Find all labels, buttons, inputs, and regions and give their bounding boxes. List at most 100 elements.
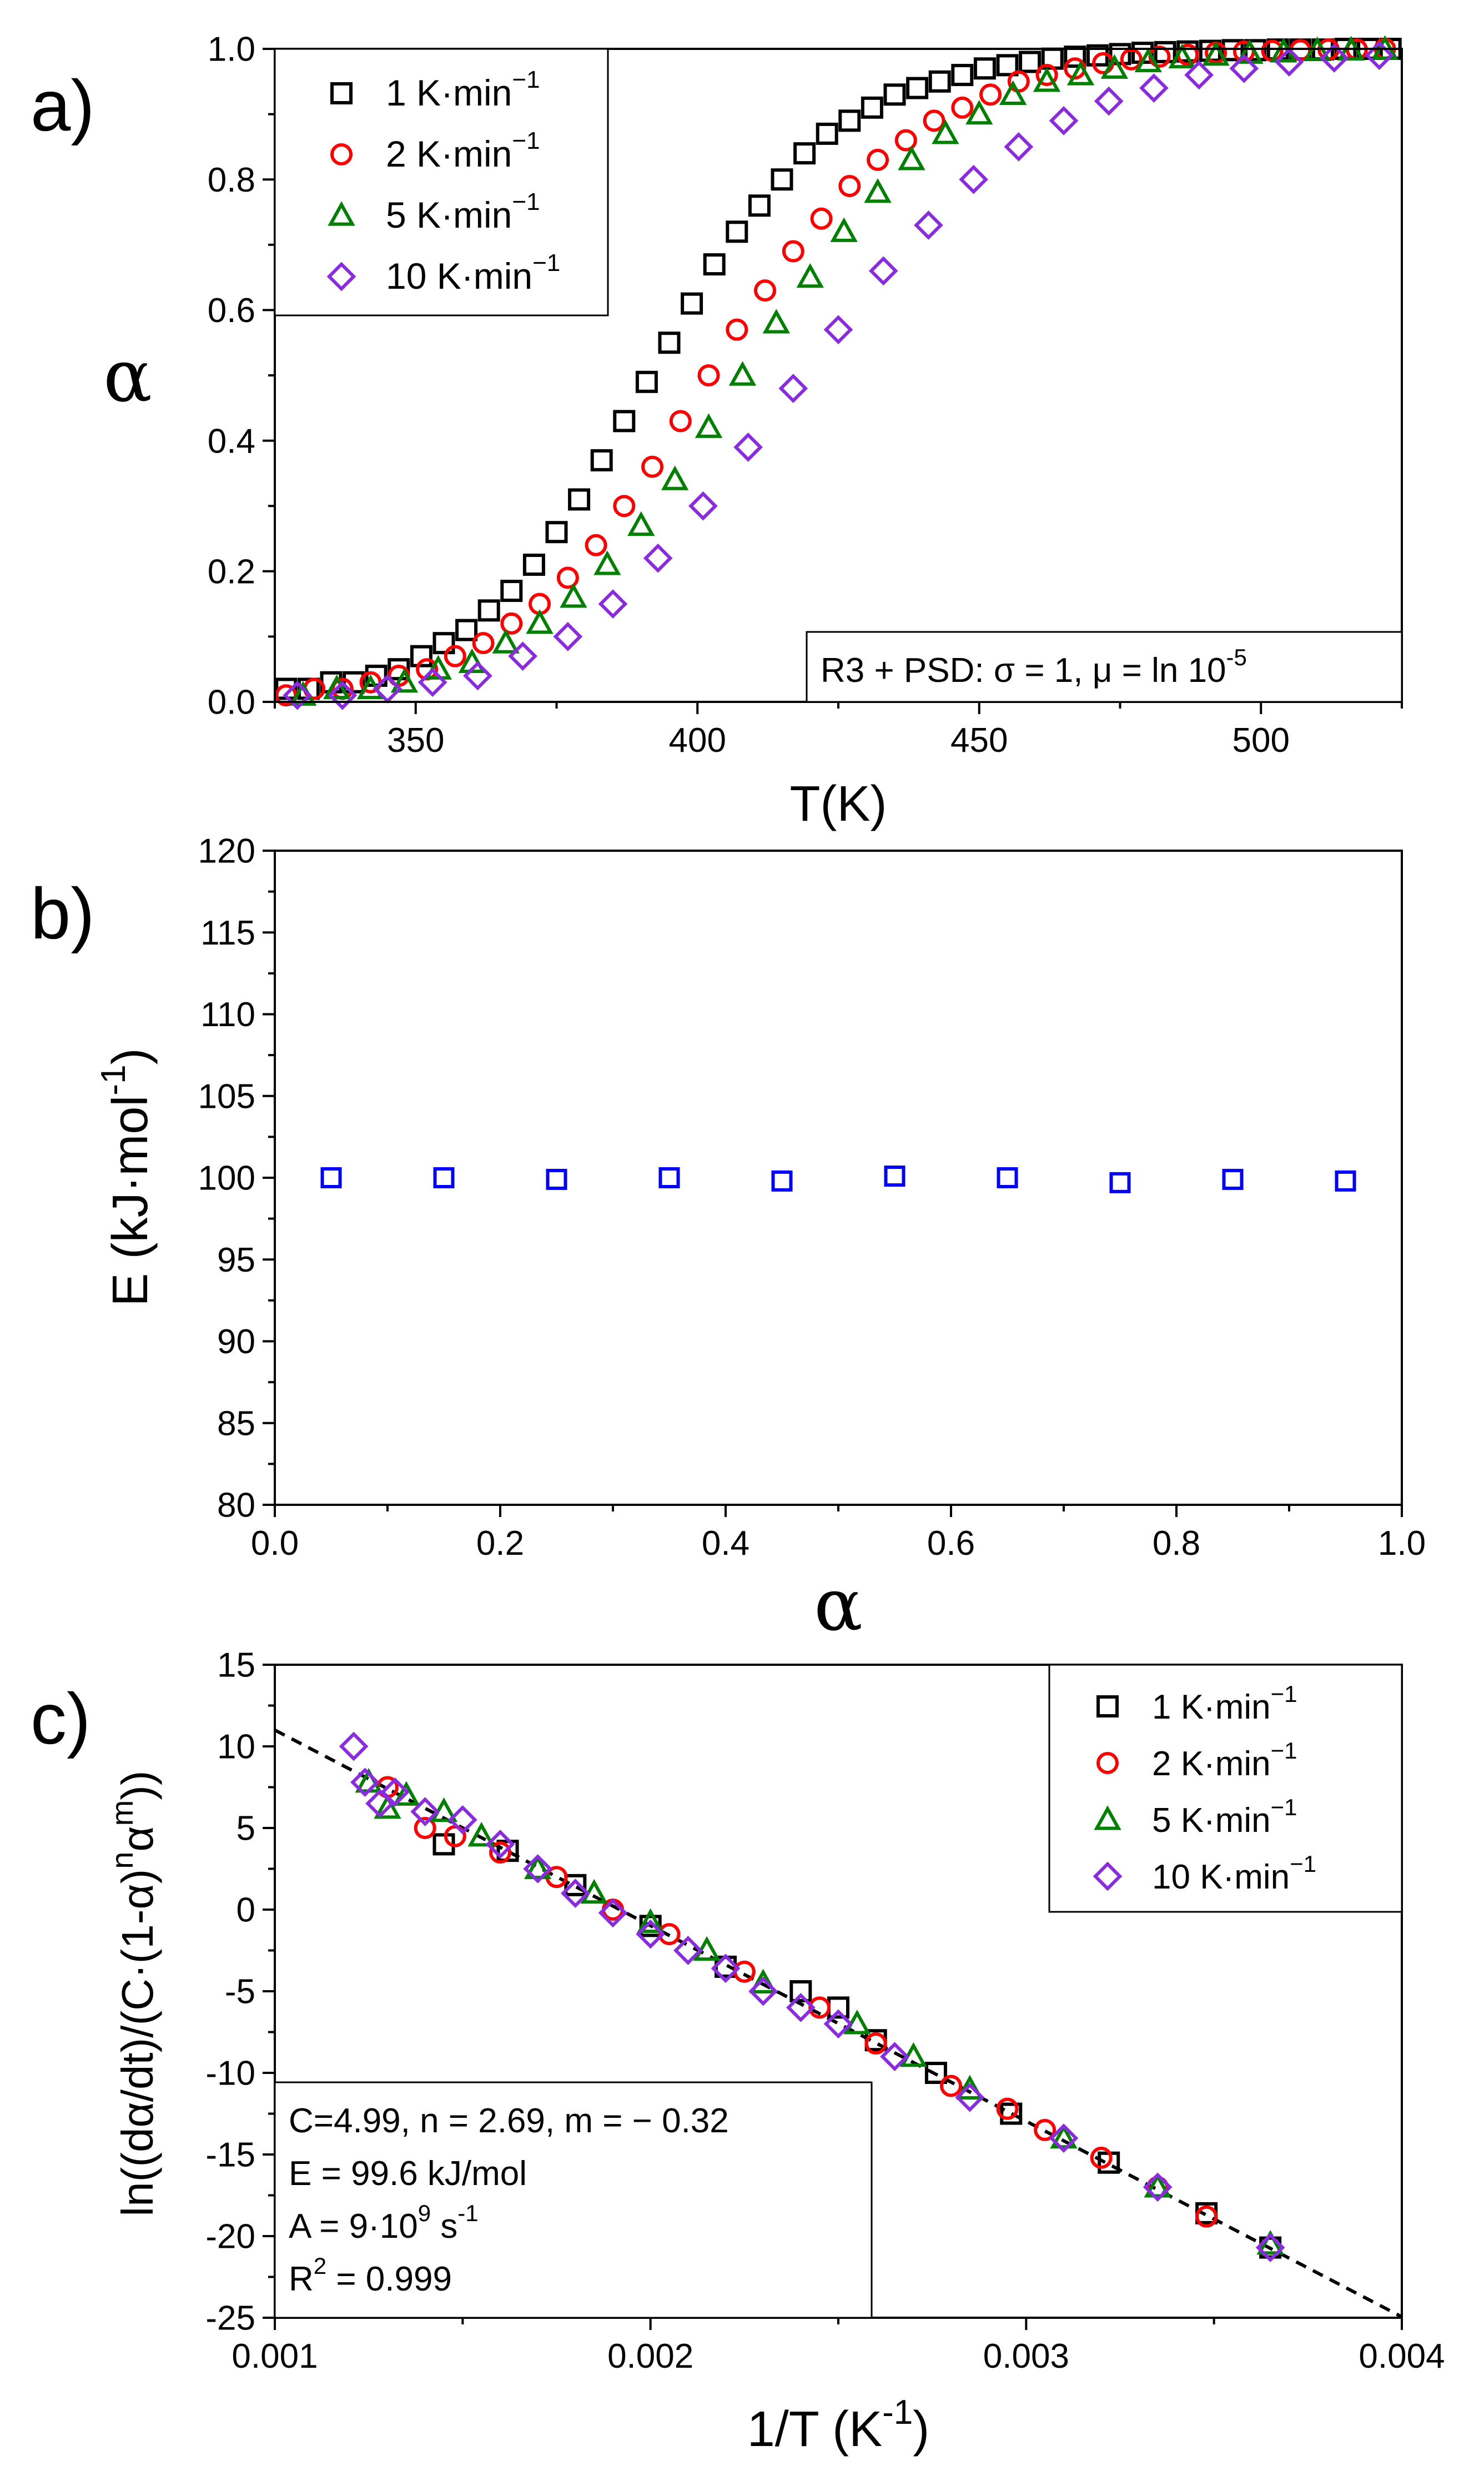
panel-c-point-triangle (1144, 2173, 1171, 2198)
panel-b-label: b) (31, 873, 95, 954)
panel-a-legend: 1 K·min−1 2 K·min−1 5 K·min−1 10 K·min−1 (274, 48, 609, 317)
panel-b-data-points (320, 1166, 1356, 1193)
panel-b-ylabel: E (kJ·mol-1) (94, 1048, 158, 1306)
x-tick-label: 0.004 (1359, 2337, 1445, 2375)
panel-c-point-diamond (410, 1797, 440, 1826)
panel-a-legend-entry-4: 10 K·min−1 (386, 249, 560, 297)
panel-a-ticks: 350 400 450 500 0.0 0.2 0.4 0.6 0.8 1.0 (208, 31, 1403, 760)
panel-a-point-circle (838, 174, 861, 197)
panel-b-point-square (1335, 1170, 1356, 1192)
panel-c-xlabel: 1/T (K-1) (747, 2393, 930, 2457)
panel-a-point-square (545, 521, 568, 544)
panel-a-point-triangle (728, 361, 757, 386)
panel-c-point-circle (733, 1960, 756, 1983)
panel-b-point-square (997, 1167, 1018, 1188)
panel-a-point-diamond (553, 622, 583, 651)
panel-c-legend-box (1048, 1664, 1403, 1913)
panel-c-point-square (1000, 2102, 1023, 2125)
panel-b-xlabel: α (814, 1563, 863, 1647)
x-tick-label: 350 (387, 721, 444, 760)
panel-a-point-square (522, 554, 545, 576)
panel-a-point-circle (585, 534, 607, 556)
panel-a-point-circle (951, 96, 974, 119)
panel-a-point-circle (1035, 64, 1058, 87)
panel-a-point-triangle (864, 178, 892, 203)
panel-a-point-square (410, 645, 432, 667)
panel-a-point-square (477, 599, 500, 622)
panel-b-point-square (884, 1166, 906, 1187)
panel-c-annotation-line-1: C=4.99, n = 2.69, m = − 0.32 (289, 2102, 729, 2140)
panel-a-legend-entry-3: 5 K·min−1 (386, 188, 540, 235)
panel-a-point-square (635, 370, 658, 393)
panel-c-legend-entry-4: 10 K·min−1 (1152, 1851, 1316, 1896)
panel-b-point-square (1109, 1172, 1131, 1193)
x-tick-label: 0.001 (232, 2337, 318, 2375)
panel-c-point-diamond (598, 1898, 628, 1928)
panel-a-point-diamond (283, 680, 312, 710)
panel-c-legend-marker (1096, 1695, 1119, 1717)
panel-a-point-square (703, 253, 726, 276)
panel-c-point-circle (414, 1817, 436, 1839)
panel-a-point-triangle (390, 667, 419, 693)
panel-c-point-diamond (560, 1879, 590, 1908)
y-tick-label: -10 (205, 2055, 255, 2093)
y-tick-label: 100 (198, 1159, 255, 1198)
panel-a-point-diamond (733, 433, 763, 462)
panel-a-point-triangle (830, 217, 858, 242)
panel-a-point-triangle (526, 609, 554, 634)
panel-a-point-diamond (1319, 43, 1349, 73)
panel-a-point-square (928, 70, 951, 93)
panel-a-point-diamond (1049, 106, 1079, 135)
y-tick-label: 85 (217, 1404, 255, 1443)
panel-a-annotation-text: R3 + PSD: σ = 1, μ = ln 10-5 (821, 644, 1247, 690)
panel-c-point-circle (658, 1923, 681, 1946)
panel-b-plot-frame (274, 850, 1403, 1506)
panel-b-point-square (320, 1167, 342, 1188)
panel-a-point-square (343, 671, 365, 694)
panel-a-point-circle (867, 148, 889, 171)
panel-a-legend-entry-1: 1 K·min−1 (386, 66, 540, 113)
x-tick-label: 0.002 (607, 2337, 693, 2375)
panel-c-point-diamond (447, 1805, 477, 1835)
panel-c-point-square (789, 1980, 812, 2002)
panel-c-point-square (924, 2062, 947, 2084)
panel-a-point-diamond (1229, 53, 1259, 83)
panel-a-point-diamond (778, 374, 808, 403)
panel-a-legend-marker (330, 82, 353, 104)
y-tick-label: -20 (205, 2218, 255, 2256)
panel-a-xlabel: T(K) (790, 776, 887, 832)
panel-c-point-diamond (350, 1767, 380, 1797)
panel-a-point-triangle (796, 263, 824, 288)
x-tick-label: 500 (1233, 721, 1290, 760)
panel-a-point-triangle (999, 80, 1027, 105)
panel-a-point-triangle (695, 413, 723, 438)
panel-a-legend-markers (326, 82, 356, 292)
panel-c-point-triangle (374, 1794, 401, 1819)
panel-a-point-square (568, 488, 591, 511)
panel-a-point-triangle (560, 583, 587, 608)
y-tick-label: -15 (205, 2136, 255, 2174)
panel-a-annotation: R3 + PSD: σ = 1, μ = ln 10-5 (806, 631, 1403, 703)
panel-a-point-diamond (868, 256, 898, 286)
panel-c-annotation-line-2: E = 99.6 kJ/mol (289, 2154, 527, 2193)
panel-a-point-circle (894, 129, 917, 152)
y-tick-label: 95 (217, 1241, 255, 1279)
y-tick-label: 0.4 (208, 422, 255, 460)
panel-c-point-diamond (823, 2009, 853, 2039)
panel-a-ylabel: α (103, 334, 152, 418)
y-tick-label: 105 (198, 1077, 255, 1116)
panel-c-legend-entry-2: 2 K·min−1 (1152, 1737, 1297, 1783)
panel-c-point-diamond (636, 1919, 666, 1949)
panel-a-point-triangle (1168, 43, 1196, 69)
panel-a-point-circle (641, 455, 664, 478)
panel-a-point-diamond (1274, 47, 1304, 77)
panel-c-point-circle (1195, 2205, 1218, 2228)
panel-a-point-circle (979, 83, 1002, 106)
panel-c-legend-marker (1094, 1805, 1121, 1830)
panel-a-point-square (951, 64, 974, 87)
y-tick-label: 1.0 (208, 31, 255, 69)
panel-c-point-diamond (1255, 2233, 1285, 2262)
panel-c-point-diamond (711, 1953, 741, 1983)
panel-a-point-circle (697, 364, 720, 386)
